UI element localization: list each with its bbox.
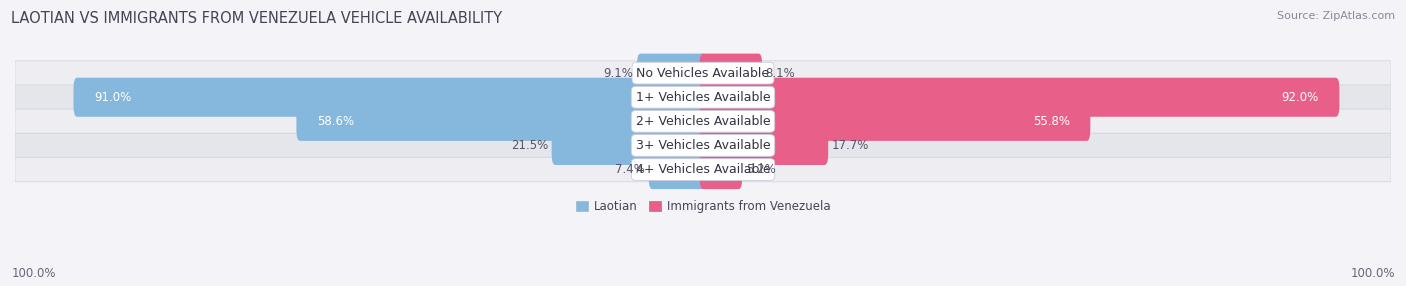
Text: 92.0%: 92.0% bbox=[1281, 91, 1319, 104]
Text: 100.0%: 100.0% bbox=[11, 267, 56, 280]
FancyBboxPatch shape bbox=[73, 78, 706, 117]
FancyBboxPatch shape bbox=[15, 85, 1391, 110]
Text: 91.0%: 91.0% bbox=[94, 91, 131, 104]
Text: 4+ Vehicles Available: 4+ Vehicles Available bbox=[636, 163, 770, 176]
FancyBboxPatch shape bbox=[700, 53, 762, 93]
FancyBboxPatch shape bbox=[15, 61, 1391, 86]
Text: No Vehicles Available: No Vehicles Available bbox=[637, 67, 769, 80]
Text: 5.2%: 5.2% bbox=[745, 163, 775, 176]
FancyBboxPatch shape bbox=[700, 78, 1340, 117]
Text: 21.5%: 21.5% bbox=[510, 139, 548, 152]
Text: 2+ Vehicles Available: 2+ Vehicles Available bbox=[636, 115, 770, 128]
FancyBboxPatch shape bbox=[700, 150, 742, 189]
Text: Source: ZipAtlas.com: Source: ZipAtlas.com bbox=[1277, 11, 1395, 21]
Text: 9.1%: 9.1% bbox=[603, 67, 634, 80]
Legend: Laotian, Immigrants from Venezuela: Laotian, Immigrants from Venezuela bbox=[571, 195, 835, 217]
Text: 7.4%: 7.4% bbox=[616, 163, 645, 176]
FancyBboxPatch shape bbox=[637, 53, 706, 93]
Text: 55.8%: 55.8% bbox=[1032, 115, 1070, 128]
Text: 100.0%: 100.0% bbox=[1350, 267, 1395, 280]
Text: 8.1%: 8.1% bbox=[766, 67, 796, 80]
Text: 58.6%: 58.6% bbox=[316, 115, 354, 128]
FancyBboxPatch shape bbox=[297, 102, 706, 141]
FancyBboxPatch shape bbox=[648, 150, 706, 189]
Text: LAOTIAN VS IMMIGRANTS FROM VENEZUELA VEHICLE AVAILABILITY: LAOTIAN VS IMMIGRANTS FROM VENEZUELA VEH… bbox=[11, 11, 502, 26]
FancyBboxPatch shape bbox=[15, 109, 1391, 134]
Text: 3+ Vehicles Available: 3+ Vehicles Available bbox=[636, 139, 770, 152]
Text: 1+ Vehicles Available: 1+ Vehicles Available bbox=[636, 91, 770, 104]
FancyBboxPatch shape bbox=[551, 126, 706, 165]
FancyBboxPatch shape bbox=[15, 157, 1391, 182]
FancyBboxPatch shape bbox=[700, 126, 828, 165]
FancyBboxPatch shape bbox=[15, 133, 1391, 158]
FancyBboxPatch shape bbox=[700, 102, 1090, 141]
Text: 17.7%: 17.7% bbox=[832, 139, 869, 152]
